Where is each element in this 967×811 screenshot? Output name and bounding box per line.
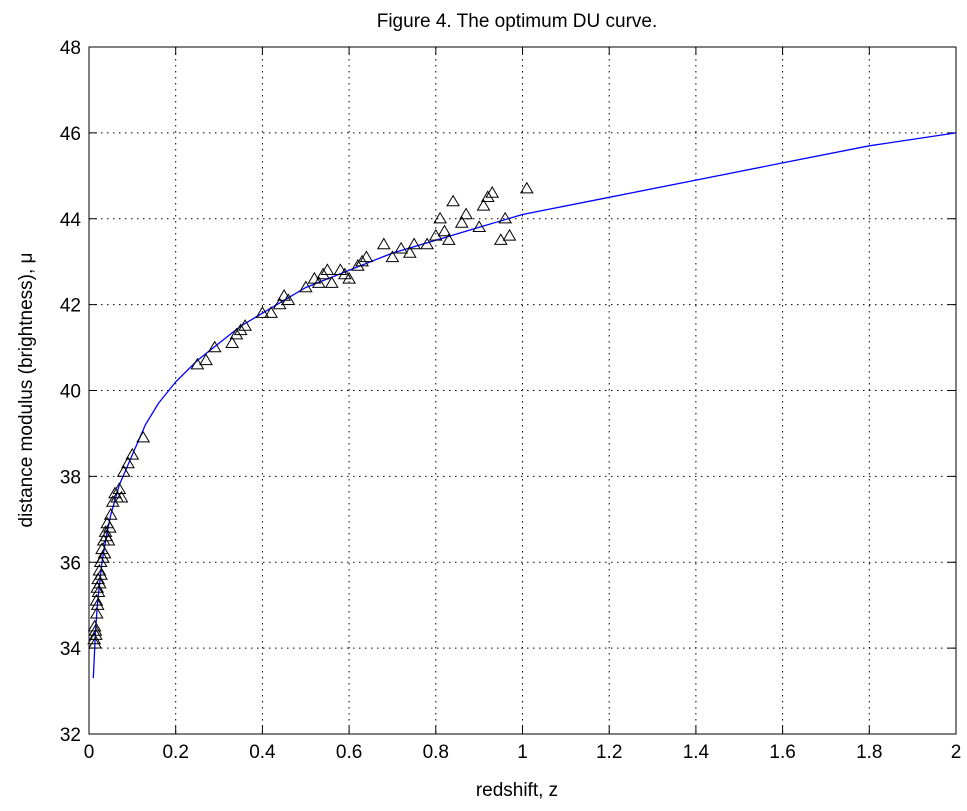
y-tick-label: 42 xyxy=(60,296,81,317)
data-point-triangle xyxy=(121,456,135,469)
data-point-triangle xyxy=(207,340,222,353)
data-point-triangle xyxy=(441,233,456,245)
data-point-triangle xyxy=(89,606,104,619)
data-point-triangle xyxy=(342,271,356,284)
data-point-triangle xyxy=(433,211,447,224)
data-point-triangle xyxy=(350,259,365,271)
data-point-triangle xyxy=(94,568,108,580)
data-point-triangle xyxy=(359,250,374,263)
x-axis-label: redshift, z xyxy=(476,780,558,801)
x-tick-label: 0.8 xyxy=(423,742,449,763)
x-tick-label: 1.6 xyxy=(769,742,795,763)
data-point-triangle xyxy=(277,289,291,301)
data-point-triangle xyxy=(298,280,313,293)
data-point-triangle xyxy=(311,276,326,288)
x-tick-label: 1.8 xyxy=(856,742,882,763)
data-point-triangle xyxy=(459,207,473,220)
data-point-triangle xyxy=(437,224,452,237)
data-point-triangle xyxy=(394,241,408,254)
data-point-triangle xyxy=(96,551,110,563)
data-point-triangle xyxy=(402,246,417,258)
y-tick-label: 36 xyxy=(60,553,81,574)
data-point-triangle xyxy=(229,327,244,340)
data-point-triangle xyxy=(116,465,131,477)
y-tick-label: 48 xyxy=(60,38,81,59)
data-point-triangle xyxy=(114,490,129,503)
data-point-triangle xyxy=(420,237,434,250)
data-point-triangle xyxy=(238,319,252,331)
data-point-triangle xyxy=(89,628,103,640)
data-point-triangle xyxy=(333,263,348,275)
data-point-triangle xyxy=(472,220,487,232)
data-point-triangle xyxy=(125,447,140,460)
chart-title: Figure 4. The optimum DU curve. xyxy=(377,11,658,32)
data-point-triangle xyxy=(485,186,500,198)
x-tick-label: 0 xyxy=(84,742,95,763)
data-point-triangle xyxy=(92,563,107,576)
data-point-triangle xyxy=(136,430,151,443)
data-point-triangle xyxy=(385,250,400,263)
y-tick-label: 40 xyxy=(60,382,81,403)
x-tick-label: 1.4 xyxy=(683,742,710,763)
data-point-triangle xyxy=(89,593,104,606)
y-tick-label: 46 xyxy=(60,124,81,145)
data-point-triangle xyxy=(225,336,239,348)
data-point-triangle xyxy=(498,211,513,224)
x-tick-label: 1 xyxy=(517,742,528,763)
y-tick-label: 32 xyxy=(60,725,81,746)
data-point-triangle xyxy=(407,237,421,250)
x-tick-label: 0.2 xyxy=(162,742,188,763)
data-point-triangle xyxy=(320,263,335,275)
data-point-triangle xyxy=(454,216,469,228)
x-tick-label: 1.2 xyxy=(596,742,622,763)
data-point-triangle xyxy=(255,306,270,318)
x-tick-label: 0.6 xyxy=(336,742,362,763)
data-point-triangle xyxy=(87,632,102,645)
data-point-triangle xyxy=(324,276,339,288)
data-point-triangle xyxy=(88,624,103,636)
data-point-triangle xyxy=(502,228,517,241)
data-point-triangle xyxy=(88,636,102,649)
data-point-triangle xyxy=(90,598,105,610)
data-point-triangle xyxy=(199,353,213,366)
data-point-triangle xyxy=(102,520,117,533)
data-point-triangle xyxy=(101,533,116,546)
data-point-triangle xyxy=(493,233,508,245)
data-point-triangle xyxy=(480,190,495,202)
grid-layer xyxy=(89,47,956,734)
du-curve-line xyxy=(92,132,957,679)
data-point-triangle xyxy=(446,194,460,207)
y-tick-label: 44 xyxy=(60,210,82,231)
y-tick-label: 34 xyxy=(60,639,82,660)
data-point-triangle xyxy=(281,293,296,305)
data-point-triangle xyxy=(91,585,106,597)
data-point-triangle xyxy=(92,576,107,589)
data-point-triangle xyxy=(476,198,491,211)
points-layer xyxy=(87,181,534,649)
data-point-triangle xyxy=(316,267,330,280)
data-point-triangle xyxy=(233,323,248,336)
data-point-triangle xyxy=(103,508,118,520)
data-point-triangle xyxy=(97,546,112,559)
data-point-triangle xyxy=(112,482,127,494)
y-tick-label: 38 xyxy=(60,467,81,488)
data-point-triangle xyxy=(98,525,113,537)
y-axis-label: distance modulus (brightness), μ xyxy=(16,253,37,528)
curve-layer xyxy=(92,132,957,679)
x-tick-label: 2 xyxy=(951,742,962,763)
data-point-triangle xyxy=(355,254,369,267)
data-point-triangle xyxy=(376,237,391,250)
data-point-triangle xyxy=(519,181,534,194)
data-point-triangle xyxy=(264,306,278,318)
data-point-triangle xyxy=(337,267,352,280)
x-tick-label: 0.4 xyxy=(249,742,276,763)
ticks-layer: 0 0.2 0.4 0.6 0.8 1 1.2 1.4 1.6 1.8 2 32 34 36 38 40 42 4… xyxy=(60,38,961,763)
